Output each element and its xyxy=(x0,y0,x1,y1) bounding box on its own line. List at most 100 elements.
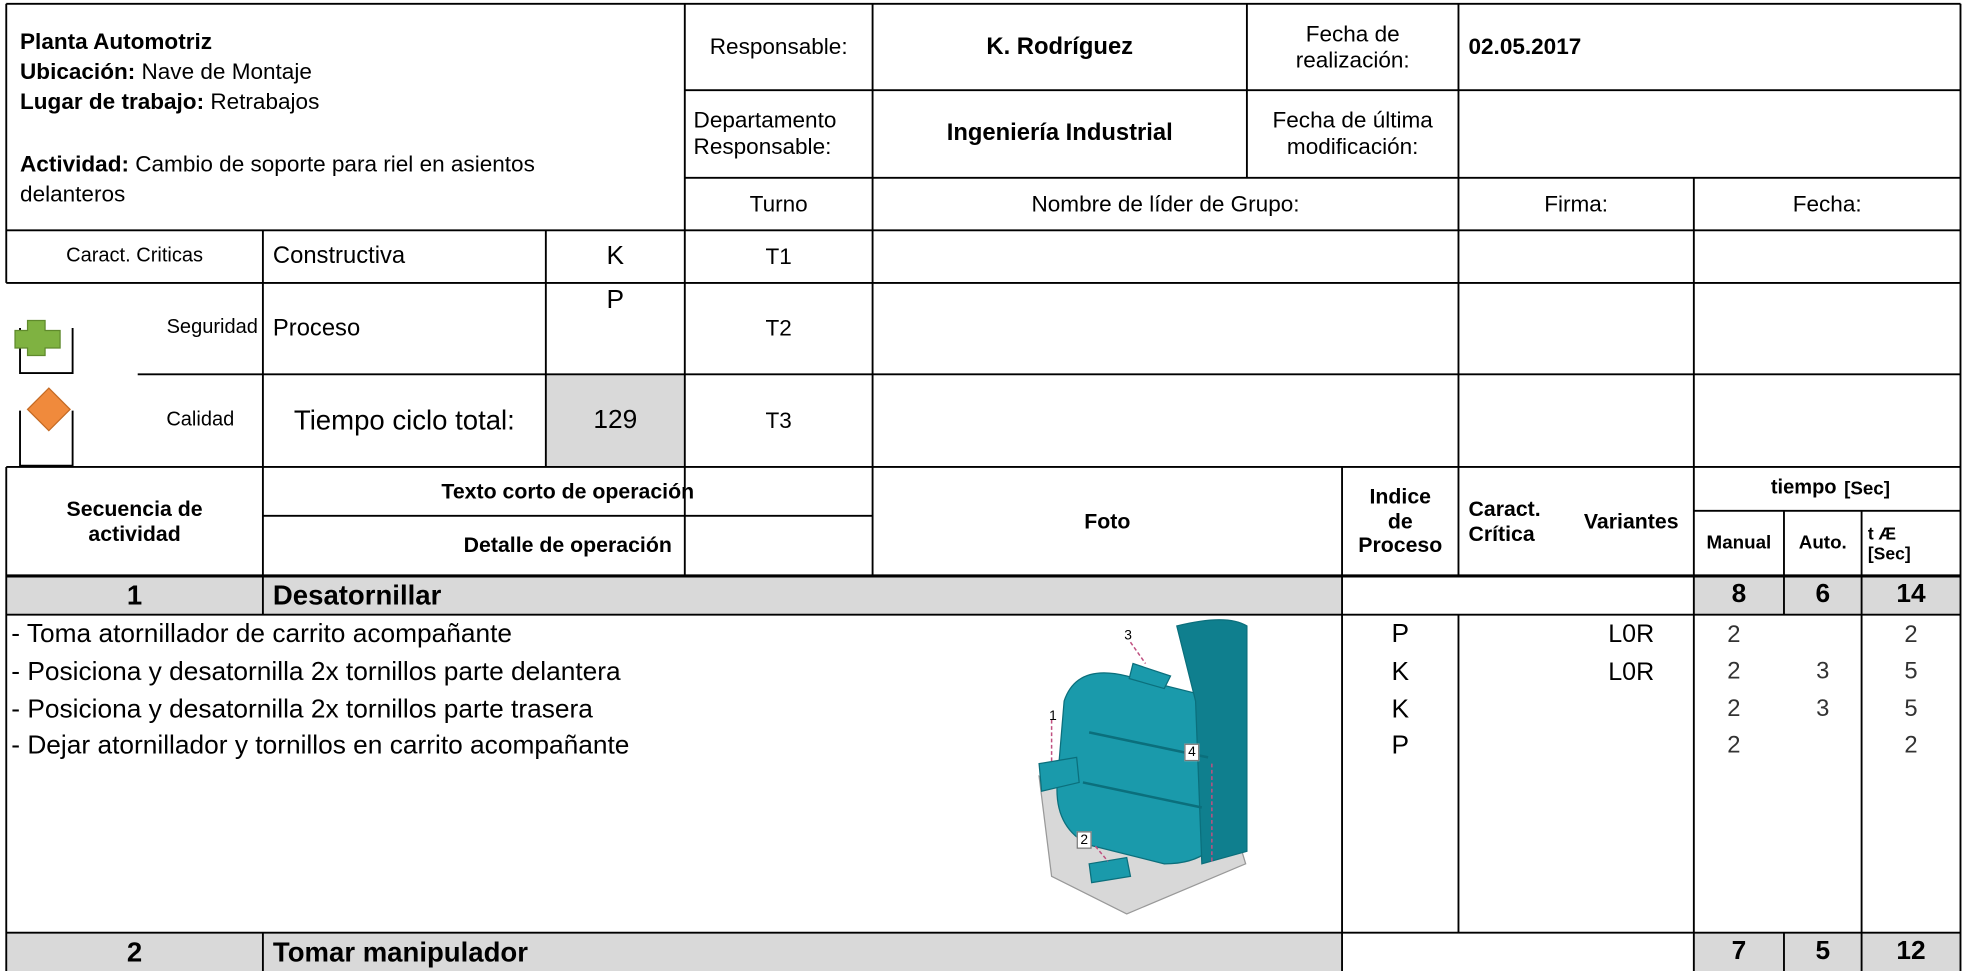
column-header: Detalle de operación xyxy=(463,533,672,558)
process-index: P xyxy=(1391,731,1410,761)
activity-label: Actividad: xyxy=(20,151,129,177)
header-info: Planta Automotriz Ubicación: Nave de Mon… xyxy=(20,26,646,209)
column-header: t Æ [Sec] xyxy=(1862,511,1961,576)
label-line: Fecha de xyxy=(1305,21,1400,47)
column-header: [Sec] xyxy=(1844,478,1890,500)
workplace-value: Retrabajos xyxy=(210,88,320,114)
column-header-line: t Æ xyxy=(1867,523,1897,544)
step-total: 12 xyxy=(1896,936,1926,966)
column-header-line: Proceso xyxy=(1358,533,1443,558)
step-title: Tomar manipulador xyxy=(272,936,528,968)
variant: L0R xyxy=(1608,620,1655,649)
quality-icon xyxy=(26,387,71,432)
step-number: 1 xyxy=(126,579,143,611)
operation-detail: - Posiciona y desatornilla 2x tornillos … xyxy=(11,694,593,724)
step-band xyxy=(6,575,1343,615)
label-line: realización: xyxy=(1295,46,1410,72)
criteria-code: K xyxy=(606,241,625,271)
column-header: Manual xyxy=(1706,532,1772,554)
column-header: Secuencia de actividad xyxy=(6,467,263,576)
label: Fecha: xyxy=(1792,191,1862,217)
operation-detail: - Dejar atornillador y tornillos en carr… xyxy=(11,731,630,761)
label: Fecha de realización: xyxy=(1247,4,1459,90)
value: Ingeniería Industrial xyxy=(946,120,1173,147)
location-label: Ubicación: xyxy=(20,58,136,84)
auto-time: 3 xyxy=(1816,658,1830,686)
column-header: Indice de Proceso xyxy=(1342,467,1458,576)
label-line: Departamento xyxy=(693,108,837,134)
workplace: Lugar de trabajo: Retrabajos xyxy=(20,86,646,116)
column-header: Caract. Crítica xyxy=(1458,467,1568,576)
step-total: 14 xyxy=(1896,580,1926,609)
process-index: P xyxy=(1391,620,1410,650)
column-header: Foto xyxy=(1084,509,1131,533)
manual-time: 2 xyxy=(1727,658,1741,686)
step-auto: 6 xyxy=(1815,580,1831,609)
safety-icon xyxy=(14,319,61,357)
shift: T2 xyxy=(765,315,792,341)
shift: T3 xyxy=(765,407,792,433)
column-header: Texto corto de operación xyxy=(441,479,695,503)
total-time: 5 xyxy=(1904,695,1918,723)
seat-photo xyxy=(1038,619,1248,915)
label: Responsable: xyxy=(709,33,848,60)
column-header-line: [Sec] xyxy=(1867,543,1911,564)
column-header: Variantes xyxy=(1583,509,1679,533)
variant: L0R xyxy=(1608,657,1655,686)
step-band xyxy=(1693,932,1961,971)
rules xyxy=(5,2,1962,971)
step-band xyxy=(1693,575,1961,615)
shaded-cell xyxy=(545,374,685,467)
total-time: 2 xyxy=(1904,732,1918,760)
step-auto: 5 xyxy=(1815,936,1831,966)
label-line: modificación: xyxy=(1286,133,1419,159)
activity-value: Cambio de soporte para riel en asientos … xyxy=(20,151,535,207)
location-value: Nave de Montaje xyxy=(141,58,312,84)
column-header-line: Caract. xyxy=(1468,496,1541,521)
auto-time: 3 xyxy=(1816,695,1830,723)
total-time: 5 xyxy=(1904,658,1918,686)
activity: Actividad: Cambio de soporte para riel e… xyxy=(20,149,646,209)
shift: T1 xyxy=(765,243,792,269)
criteria-code: P xyxy=(606,285,625,315)
plant: Planta Automotriz xyxy=(20,28,213,54)
step-title: Desatornillar xyxy=(272,579,442,611)
label-line: Responsable: xyxy=(693,133,832,159)
criteria-type: Constructiva xyxy=(272,242,406,270)
label: Fecha de última modificación: xyxy=(1247,90,1459,178)
column-header-line: de xyxy=(1387,509,1413,533)
column-header: Auto. xyxy=(1798,532,1847,554)
process-index: K xyxy=(1391,694,1410,724)
column-header-line: Indice xyxy=(1369,484,1432,509)
manual-time: 2 xyxy=(1727,695,1741,723)
callout: 2 xyxy=(1076,831,1092,849)
operation-detail: - Posiciona y desatornilla 2x tornillos … xyxy=(11,657,621,687)
label-line: Fecha de última xyxy=(1272,108,1433,134)
manual-time: 2 xyxy=(1727,621,1741,648)
criteria-label: Seguridad xyxy=(166,317,258,339)
criteria-label: Calidad xyxy=(166,409,235,431)
column-header-line: Secuencia de xyxy=(66,496,203,521)
step-manual: 7 xyxy=(1731,936,1747,966)
step-manual: 8 xyxy=(1731,580,1747,609)
criteria-code: 129 xyxy=(593,405,638,435)
callout: 3 xyxy=(1124,628,1132,644)
criteria-label: Caract. Criticas xyxy=(66,245,204,267)
column-header-line: Crítica xyxy=(1468,521,1535,546)
column-header: tiempo xyxy=(1770,477,1837,499)
step-band xyxy=(6,932,1343,971)
location: Ubicación: Nave de Montaje xyxy=(20,56,646,86)
column-header-line: actividad xyxy=(88,521,181,546)
value: K. Rodríguez xyxy=(986,33,1134,60)
criteria-type: Tiempo ciclo total: xyxy=(293,404,515,437)
label: Firma: xyxy=(1544,191,1609,217)
total-time: 2 xyxy=(1904,621,1918,648)
process-index: K xyxy=(1391,657,1410,687)
criteria-type: Proceso xyxy=(272,314,361,342)
label: Departamento Responsable: xyxy=(685,90,873,178)
operation-detail: - Toma atornillador de carrito acompañan… xyxy=(11,620,513,650)
callout: 4 xyxy=(1184,743,1200,762)
